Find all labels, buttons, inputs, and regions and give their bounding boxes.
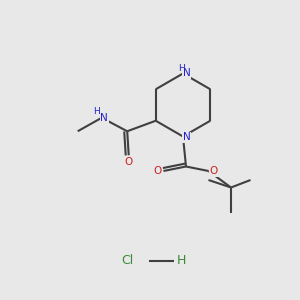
Text: H: H	[177, 254, 186, 268]
Text: H: H	[178, 64, 185, 73]
Text: O: O	[210, 166, 218, 176]
Text: N: N	[183, 132, 190, 142]
Text: O: O	[124, 157, 133, 167]
Text: N: N	[100, 113, 108, 123]
Text: O: O	[153, 166, 162, 176]
Text: N: N	[183, 68, 190, 79]
Text: H: H	[93, 106, 100, 116]
Text: Cl: Cl	[122, 254, 134, 268]
